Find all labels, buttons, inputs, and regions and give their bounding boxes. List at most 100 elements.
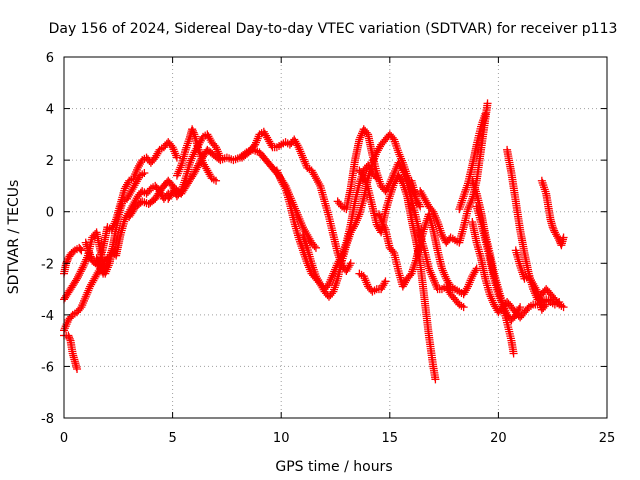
series-arc-13 <box>333 125 420 214</box>
data-point <box>188 126 197 135</box>
data-point <box>140 169 149 178</box>
data-point <box>375 212 384 221</box>
data-point <box>73 272 82 281</box>
data-point <box>280 182 289 191</box>
data-point <box>92 254 101 263</box>
data-point <box>212 176 221 185</box>
series-arc-4 <box>60 169 149 304</box>
data-point <box>459 303 468 312</box>
data-point <box>481 109 490 118</box>
chart-title: Day 156 of 2024, Sidereal Day-to-day VTE… <box>49 21 618 37</box>
y-tick-label: 4 <box>46 103 54 118</box>
x-axis-label: GPS time / hours <box>275 459 392 475</box>
data-point <box>81 238 90 247</box>
data-point <box>532 285 541 294</box>
data-point <box>190 169 199 178</box>
data-point <box>75 269 84 278</box>
data-point <box>345 261 354 270</box>
x-tick-label: 0 <box>60 431 68 446</box>
data-point <box>73 274 82 283</box>
series-arc-7 <box>125 130 225 221</box>
data-point <box>509 349 518 358</box>
series-arc-24 <box>511 246 551 314</box>
data-point <box>362 128 371 137</box>
series-arc-25 <box>537 176 568 250</box>
data-point <box>74 271 83 280</box>
data-point <box>542 300 551 309</box>
data-point <box>94 257 103 266</box>
data-point <box>483 99 492 108</box>
data-point <box>315 179 324 188</box>
series-arc-17 <box>403 179 468 312</box>
data-point <box>194 161 203 170</box>
data-point <box>516 303 525 312</box>
data-point <box>191 167 200 176</box>
data-point <box>65 334 74 343</box>
data-point <box>172 153 181 162</box>
data-point <box>78 263 87 272</box>
data-point <box>63 255 72 264</box>
data-point <box>64 331 73 340</box>
data-point <box>559 233 568 242</box>
x-tick-label: 15 <box>382 431 399 446</box>
data-point <box>85 248 94 257</box>
data-point <box>346 259 355 268</box>
series-arc-18 <box>416 99 492 247</box>
data-point <box>73 365 82 374</box>
data-point <box>415 200 424 209</box>
data-point <box>83 244 92 253</box>
y-tick-label: -6 <box>41 360 54 375</box>
data-point <box>293 141 302 150</box>
data-point <box>349 222 358 231</box>
data-point <box>379 221 388 230</box>
data-point <box>540 302 549 311</box>
data-point <box>189 128 198 137</box>
x-tick-label: 25 <box>599 431 616 446</box>
y-tick-label: -4 <box>41 309 54 324</box>
data-point <box>193 163 202 172</box>
data-point <box>188 125 197 134</box>
y-tick-label: -2 <box>41 257 54 272</box>
data-point <box>86 250 95 259</box>
y-tick-label: 0 <box>46 206 54 221</box>
data-point <box>462 284 471 293</box>
plot-frame <box>63 56 608 419</box>
series-arc-22 <box>468 176 518 358</box>
data-point <box>381 277 390 286</box>
data-point <box>77 265 86 274</box>
data-point <box>83 242 92 251</box>
x-tick-label: 10 <box>273 431 290 446</box>
data-point <box>86 252 95 261</box>
data-point <box>95 261 104 270</box>
data-points <box>60 99 568 384</box>
y-tick-label: -8 <box>41 412 54 427</box>
series-arc-10 <box>238 127 355 276</box>
data-point <box>515 305 524 314</box>
data-point <box>397 164 406 173</box>
series-arc-20 <box>468 218 564 322</box>
data-point <box>76 267 85 276</box>
data-point <box>388 247 397 256</box>
series-arc-3 <box>60 331 82 374</box>
data-point <box>380 223 389 232</box>
data-point <box>194 159 203 168</box>
x-tick-label: 20 <box>490 431 507 446</box>
data-point <box>376 214 385 223</box>
data-point <box>550 226 559 235</box>
data-point <box>84 246 93 255</box>
data-point <box>416 202 425 211</box>
y-axis-label: SDTVAR / TECUs <box>6 180 22 295</box>
data-point <box>548 223 557 232</box>
data-point <box>310 242 319 251</box>
data-point <box>93 256 102 265</box>
data-point <box>82 240 91 249</box>
data-point <box>95 259 104 268</box>
data-point <box>378 218 387 227</box>
data-point <box>192 165 201 174</box>
data-point <box>379 219 388 228</box>
data-point <box>559 303 568 312</box>
x-tick-label: 5 <box>168 431 176 446</box>
data-point <box>374 210 383 219</box>
data-point <box>471 266 480 275</box>
